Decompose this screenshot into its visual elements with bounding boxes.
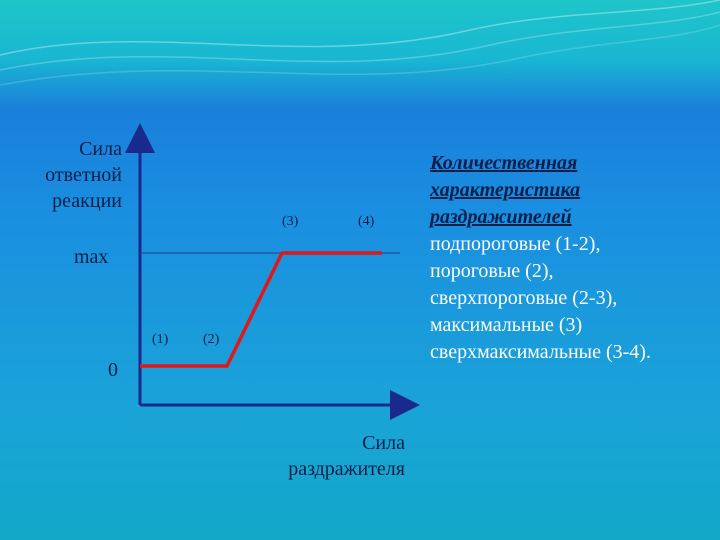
- heading-line: характеристика: [430, 179, 581, 201]
- stimulus-classification: Количественная характеристика раздражите…: [430, 150, 715, 366]
- x-axis-label: Сила раздражителя: [255, 430, 405, 482]
- header-gradient: [0, 0, 720, 110]
- y-axis-label-line: реакции: [52, 190, 122, 212]
- response-curve: [140, 251, 382, 368]
- y-axis-label-line: Сила: [79, 138, 122, 160]
- y-axis-label-line: ответной: [45, 164, 122, 186]
- heading-line: раздражителей: [430, 206, 572, 228]
- point-label-3: (3): [282, 214, 299, 229]
- x-axis-label-line: раздражителя: [288, 458, 405, 480]
- point-label-2: (2): [203, 332, 220, 347]
- heading-line: Количественная: [430, 152, 578, 174]
- x-axis-label-line: Сила: [362, 432, 405, 454]
- classification-item: подпороговые (1-2),: [430, 233, 601, 255]
- y-axis-label: Сила ответной реакции: [30, 136, 122, 214]
- point-label-4: (4): [358, 214, 375, 229]
- zero-tick-label: 0: [108, 359, 118, 381]
- classification-item: пороговые (2),: [430, 260, 554, 282]
- max-tick-label: max: [74, 246, 109, 268]
- point-label-1: (1): [152, 332, 169, 347]
- classification-item: сверхпороговые (2-3),: [430, 287, 618, 309]
- classification-item: сверхмаксимальные (3-4).: [430, 341, 651, 363]
- classification-item: максимальные (3): [430, 314, 583, 336]
- decorative-waves: [0, 0, 720, 86]
